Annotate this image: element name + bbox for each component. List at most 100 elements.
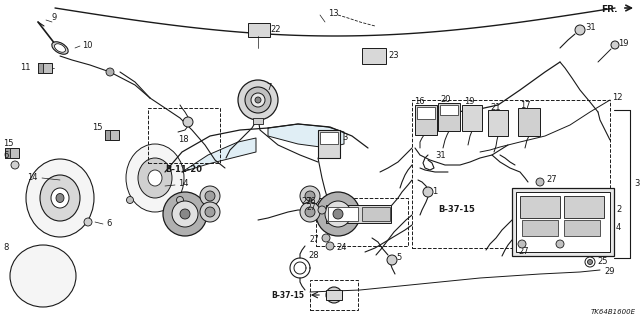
Bar xyxy=(415,105,437,135)
Circle shape xyxy=(318,206,326,214)
Text: 20: 20 xyxy=(440,95,451,105)
Ellipse shape xyxy=(56,194,64,203)
Circle shape xyxy=(205,191,215,201)
Circle shape xyxy=(251,93,265,107)
Text: FR.: FR. xyxy=(602,4,618,13)
Bar xyxy=(253,118,263,124)
Circle shape xyxy=(205,207,215,217)
Text: 4: 4 xyxy=(616,224,621,233)
Bar xyxy=(438,103,460,131)
Ellipse shape xyxy=(16,148,104,248)
Polygon shape xyxy=(130,124,384,222)
Circle shape xyxy=(322,234,330,242)
Text: 23: 23 xyxy=(388,51,399,61)
Text: 12: 12 xyxy=(612,93,623,102)
Ellipse shape xyxy=(148,170,162,186)
Bar xyxy=(328,207,358,221)
Text: 27: 27 xyxy=(518,248,529,256)
Ellipse shape xyxy=(26,159,94,237)
Bar xyxy=(248,23,270,37)
Bar xyxy=(5,148,10,158)
Circle shape xyxy=(177,197,184,204)
Text: 13: 13 xyxy=(328,10,339,19)
Circle shape xyxy=(333,209,343,219)
Text: 14: 14 xyxy=(178,179,189,188)
Circle shape xyxy=(200,186,220,206)
Text: 15: 15 xyxy=(3,138,13,147)
Circle shape xyxy=(200,202,220,222)
Bar xyxy=(516,192,610,252)
Bar xyxy=(462,105,482,131)
Bar xyxy=(5,148,19,158)
Text: 24: 24 xyxy=(336,243,346,253)
Text: 6: 6 xyxy=(3,151,8,160)
Text: 17: 17 xyxy=(520,101,531,110)
Circle shape xyxy=(127,197,134,204)
Ellipse shape xyxy=(51,188,69,208)
Circle shape xyxy=(172,201,198,227)
Text: 27: 27 xyxy=(307,204,316,212)
Bar xyxy=(316,198,408,246)
Text: 19: 19 xyxy=(618,39,628,48)
Circle shape xyxy=(245,87,271,113)
Bar xyxy=(362,207,390,221)
Ellipse shape xyxy=(52,42,68,54)
Circle shape xyxy=(326,287,342,303)
Text: 2: 2 xyxy=(616,205,621,214)
Circle shape xyxy=(575,25,585,35)
Text: 10: 10 xyxy=(82,41,93,50)
Text: 8: 8 xyxy=(3,242,8,251)
Circle shape xyxy=(300,186,320,206)
Text: 30: 30 xyxy=(634,180,640,189)
Circle shape xyxy=(238,80,278,120)
Bar xyxy=(105,130,110,140)
Bar xyxy=(522,220,558,236)
Text: 16: 16 xyxy=(414,98,424,107)
Text: B-37-15: B-37-15 xyxy=(438,205,475,214)
Text: 14: 14 xyxy=(28,173,38,182)
Text: 28: 28 xyxy=(308,250,319,259)
Circle shape xyxy=(316,192,360,236)
Bar xyxy=(105,130,119,140)
Circle shape xyxy=(518,240,526,248)
Ellipse shape xyxy=(116,133,194,223)
Text: 1: 1 xyxy=(432,188,437,197)
Bar xyxy=(326,290,342,300)
Bar xyxy=(318,130,340,158)
Bar xyxy=(148,108,220,163)
Bar xyxy=(417,107,435,119)
Circle shape xyxy=(305,207,315,217)
Text: 11: 11 xyxy=(20,63,31,72)
Polygon shape xyxy=(268,124,344,148)
Circle shape xyxy=(588,259,593,264)
Text: TK64B1600E: TK64B1600E xyxy=(591,309,636,315)
Text: 21: 21 xyxy=(490,103,500,113)
Text: 31: 31 xyxy=(435,152,445,160)
Text: 29: 29 xyxy=(604,268,614,277)
Circle shape xyxy=(255,97,261,103)
Bar xyxy=(512,188,614,256)
Circle shape xyxy=(84,218,92,226)
Bar xyxy=(38,63,52,73)
Bar xyxy=(440,105,458,115)
Circle shape xyxy=(585,257,595,267)
Bar xyxy=(564,220,600,236)
Circle shape xyxy=(387,255,397,265)
Circle shape xyxy=(423,187,433,197)
Text: 18: 18 xyxy=(178,136,189,145)
Circle shape xyxy=(556,240,564,248)
Text: 26: 26 xyxy=(305,197,316,205)
Polygon shape xyxy=(182,138,256,172)
Bar xyxy=(38,63,43,73)
Bar xyxy=(362,48,386,64)
Bar xyxy=(326,205,391,223)
Circle shape xyxy=(305,191,315,201)
Circle shape xyxy=(106,68,114,76)
Text: 19: 19 xyxy=(464,98,474,107)
Text: 27: 27 xyxy=(546,175,557,184)
Text: 3: 3 xyxy=(342,133,348,143)
Circle shape xyxy=(536,178,544,186)
Text: 27: 27 xyxy=(301,197,312,205)
Circle shape xyxy=(11,161,19,169)
Bar xyxy=(310,280,358,310)
